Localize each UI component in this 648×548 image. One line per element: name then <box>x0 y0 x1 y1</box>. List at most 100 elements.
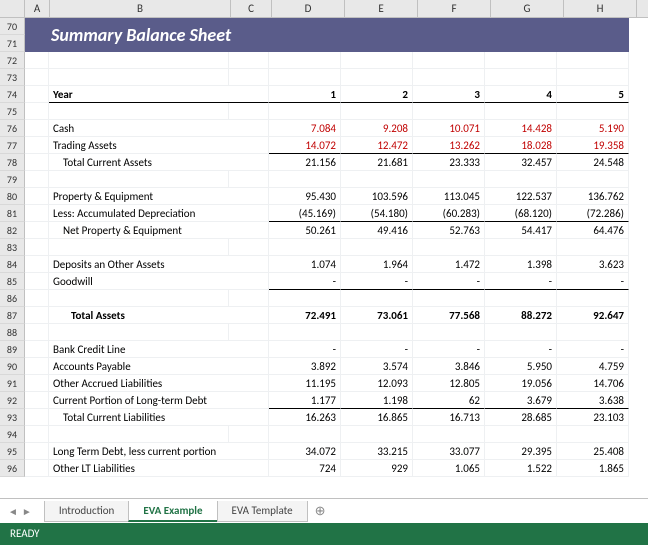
cell[interactable] <box>229 69 269 86</box>
cell[interactable] <box>341 171 413 188</box>
cell[interactable] <box>25 239 49 256</box>
row-header[interactable]: 91 <box>0 375 25 392</box>
value-cell[interactable]: 50.261 <box>269 222 341 239</box>
tab-prev-icon[interactable]: ◄ <box>8 505 18 518</box>
column-header-F[interactable]: F <box>418 0 491 17</box>
value-cell[interactable]: 23.333 <box>413 154 485 171</box>
cell[interactable] <box>341 290 413 307</box>
cell[interactable] <box>557 103 629 120</box>
value-cell[interactable]: 5.190 <box>557 120 629 137</box>
row-header[interactable]: 92 <box>0 392 25 409</box>
value-cell[interactable]: 24.548 <box>557 154 629 171</box>
row-label[interactable]: Accounts Payable <box>49 358 269 375</box>
cell[interactable] <box>413 103 485 120</box>
cell[interactable] <box>229 239 269 256</box>
value-cell[interactable]: 11.195 <box>269 375 341 392</box>
row-label[interactable]: Total Current Assets <box>49 154 269 171</box>
cell[interactable] <box>25 307 49 324</box>
value-cell[interactable]: 28.685 <box>485 409 557 426</box>
cell[interactable] <box>229 171 269 188</box>
cell[interactable] <box>557 239 629 256</box>
row-header[interactable]: 83 <box>0 239 25 256</box>
row-label[interactable]: Cash <box>49 120 269 137</box>
value-cell[interactable]: 1.198 <box>341 392 413 409</box>
value-cell[interactable]: 1.522 <box>485 460 557 477</box>
cell[interactable] <box>25 392 49 409</box>
value-cell[interactable]: - <box>413 273 485 290</box>
row-header[interactable]: 76 <box>0 120 25 137</box>
cell[interactable] <box>413 171 485 188</box>
year-col[interactable]: 2 <box>341 86 413 103</box>
value-cell[interactable]: 73.061 <box>341 307 413 324</box>
cell[interactable] <box>341 69 413 86</box>
value-cell[interactable]: 724 <box>269 460 341 477</box>
value-cell[interactable]: 14.428 <box>485 120 557 137</box>
row-header[interactable]: 73 <box>0 69 25 86</box>
value-cell[interactable]: 52.763 <box>413 222 485 239</box>
cell[interactable] <box>25 222 49 239</box>
value-cell[interactable]: - <box>557 341 629 358</box>
value-cell[interactable]: (54.180) <box>341 205 413 222</box>
row-label[interactable]: Trading Assets <box>49 137 269 154</box>
cell[interactable] <box>557 69 629 86</box>
cell[interactable] <box>49 171 229 188</box>
value-cell[interactable]: 113.045 <box>413 188 485 205</box>
value-cell[interactable]: 1.865 <box>557 460 629 477</box>
value-cell[interactable]: 14.072 <box>269 137 341 154</box>
value-cell[interactable]: 25.408 <box>557 443 629 460</box>
cell[interactable] <box>25 375 49 392</box>
cell[interactable] <box>25 341 49 358</box>
cell[interactable] <box>269 103 341 120</box>
value-cell[interactable]: 92.647 <box>557 307 629 324</box>
row-header[interactable]: 95 <box>0 443 25 460</box>
cell[interactable] <box>25 86 49 103</box>
cell[interactable] <box>25 103 49 120</box>
value-cell[interactable]: 14.706 <box>557 375 629 392</box>
year-col[interactable]: 1 <box>269 86 341 103</box>
cell[interactable] <box>269 290 341 307</box>
row-label[interactable]: Other LT Liabilities <box>49 460 269 477</box>
cell[interactable] <box>413 290 485 307</box>
value-cell[interactable]: (60.283) <box>413 205 485 222</box>
cell[interactable] <box>557 52 629 69</box>
cell[interactable] <box>25 69 49 86</box>
row-header[interactable]: 84 <box>0 256 25 273</box>
cell[interactable] <box>25 443 49 460</box>
value-cell[interactable]: 21.156 <box>269 154 341 171</box>
value-cell[interactable]: 1.177 <box>269 392 341 409</box>
value-cell[interactable]: 1.472 <box>413 256 485 273</box>
cell[interactable] <box>49 290 229 307</box>
value-cell[interactable]: 3.892 <box>269 358 341 375</box>
value-cell[interactable]: 72.491 <box>269 307 341 324</box>
value-cell[interactable]: 62 <box>413 392 485 409</box>
value-cell[interactable]: 95.430 <box>269 188 341 205</box>
cell[interactable] <box>341 426 413 443</box>
row-header[interactable]: 71 <box>0 35 25 52</box>
value-cell[interactable]: 33.077 <box>413 443 485 460</box>
year-label[interactable]: Year <box>49 86 269 103</box>
value-cell[interactable]: 77.568 <box>413 307 485 324</box>
cell[interactable] <box>49 239 229 256</box>
column-header-B[interactable]: B <box>50 0 231 17</box>
value-cell[interactable]: 122.537 <box>485 188 557 205</box>
column-header-G[interactable]: G <box>491 0 564 17</box>
row-header[interactable]: 94 <box>0 426 25 443</box>
value-cell[interactable]: 3.679 <box>485 392 557 409</box>
cell[interactable] <box>49 324 229 341</box>
cell[interactable] <box>25 358 49 375</box>
row-label[interactable]: Deposits an Other Assets <box>49 256 269 273</box>
value-cell[interactable]: 19.056 <box>485 375 557 392</box>
value-cell[interactable]: 23.103 <box>557 409 629 426</box>
row-label[interactable]: Property & Equipment <box>49 188 269 205</box>
cell[interactable] <box>341 324 413 341</box>
value-cell[interactable]: - <box>341 273 413 290</box>
value-cell[interactable]: 16.263 <box>269 409 341 426</box>
value-cell[interactable]: 19.358 <box>557 137 629 154</box>
cell[interactable] <box>269 239 341 256</box>
value-cell[interactable]: 16.713 <box>413 409 485 426</box>
value-cell[interactable]: - <box>557 273 629 290</box>
value-cell[interactable]: 10.071 <box>413 120 485 137</box>
cell[interactable] <box>269 324 341 341</box>
row-label[interactable]: Long Term Debt, less current portion <box>49 443 269 460</box>
value-cell[interactable]: (72.286) <box>557 205 629 222</box>
